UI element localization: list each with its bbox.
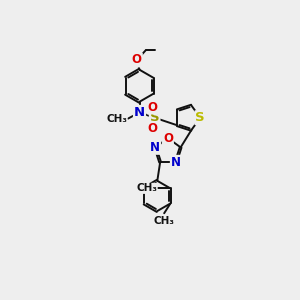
Text: CH₃: CH₃ [136,183,157,194]
Text: S: S [150,111,160,124]
Text: CH₃: CH₃ [106,114,127,124]
Text: N: N [171,156,181,169]
Text: CH₃: CH₃ [154,216,175,226]
Text: N: N [134,106,145,119]
Text: N: N [150,141,160,154]
Text: O: O [132,53,142,67]
Text: O: O [163,132,173,145]
Text: S: S [196,111,205,124]
Text: O: O [148,122,158,135]
Text: O: O [148,100,158,114]
